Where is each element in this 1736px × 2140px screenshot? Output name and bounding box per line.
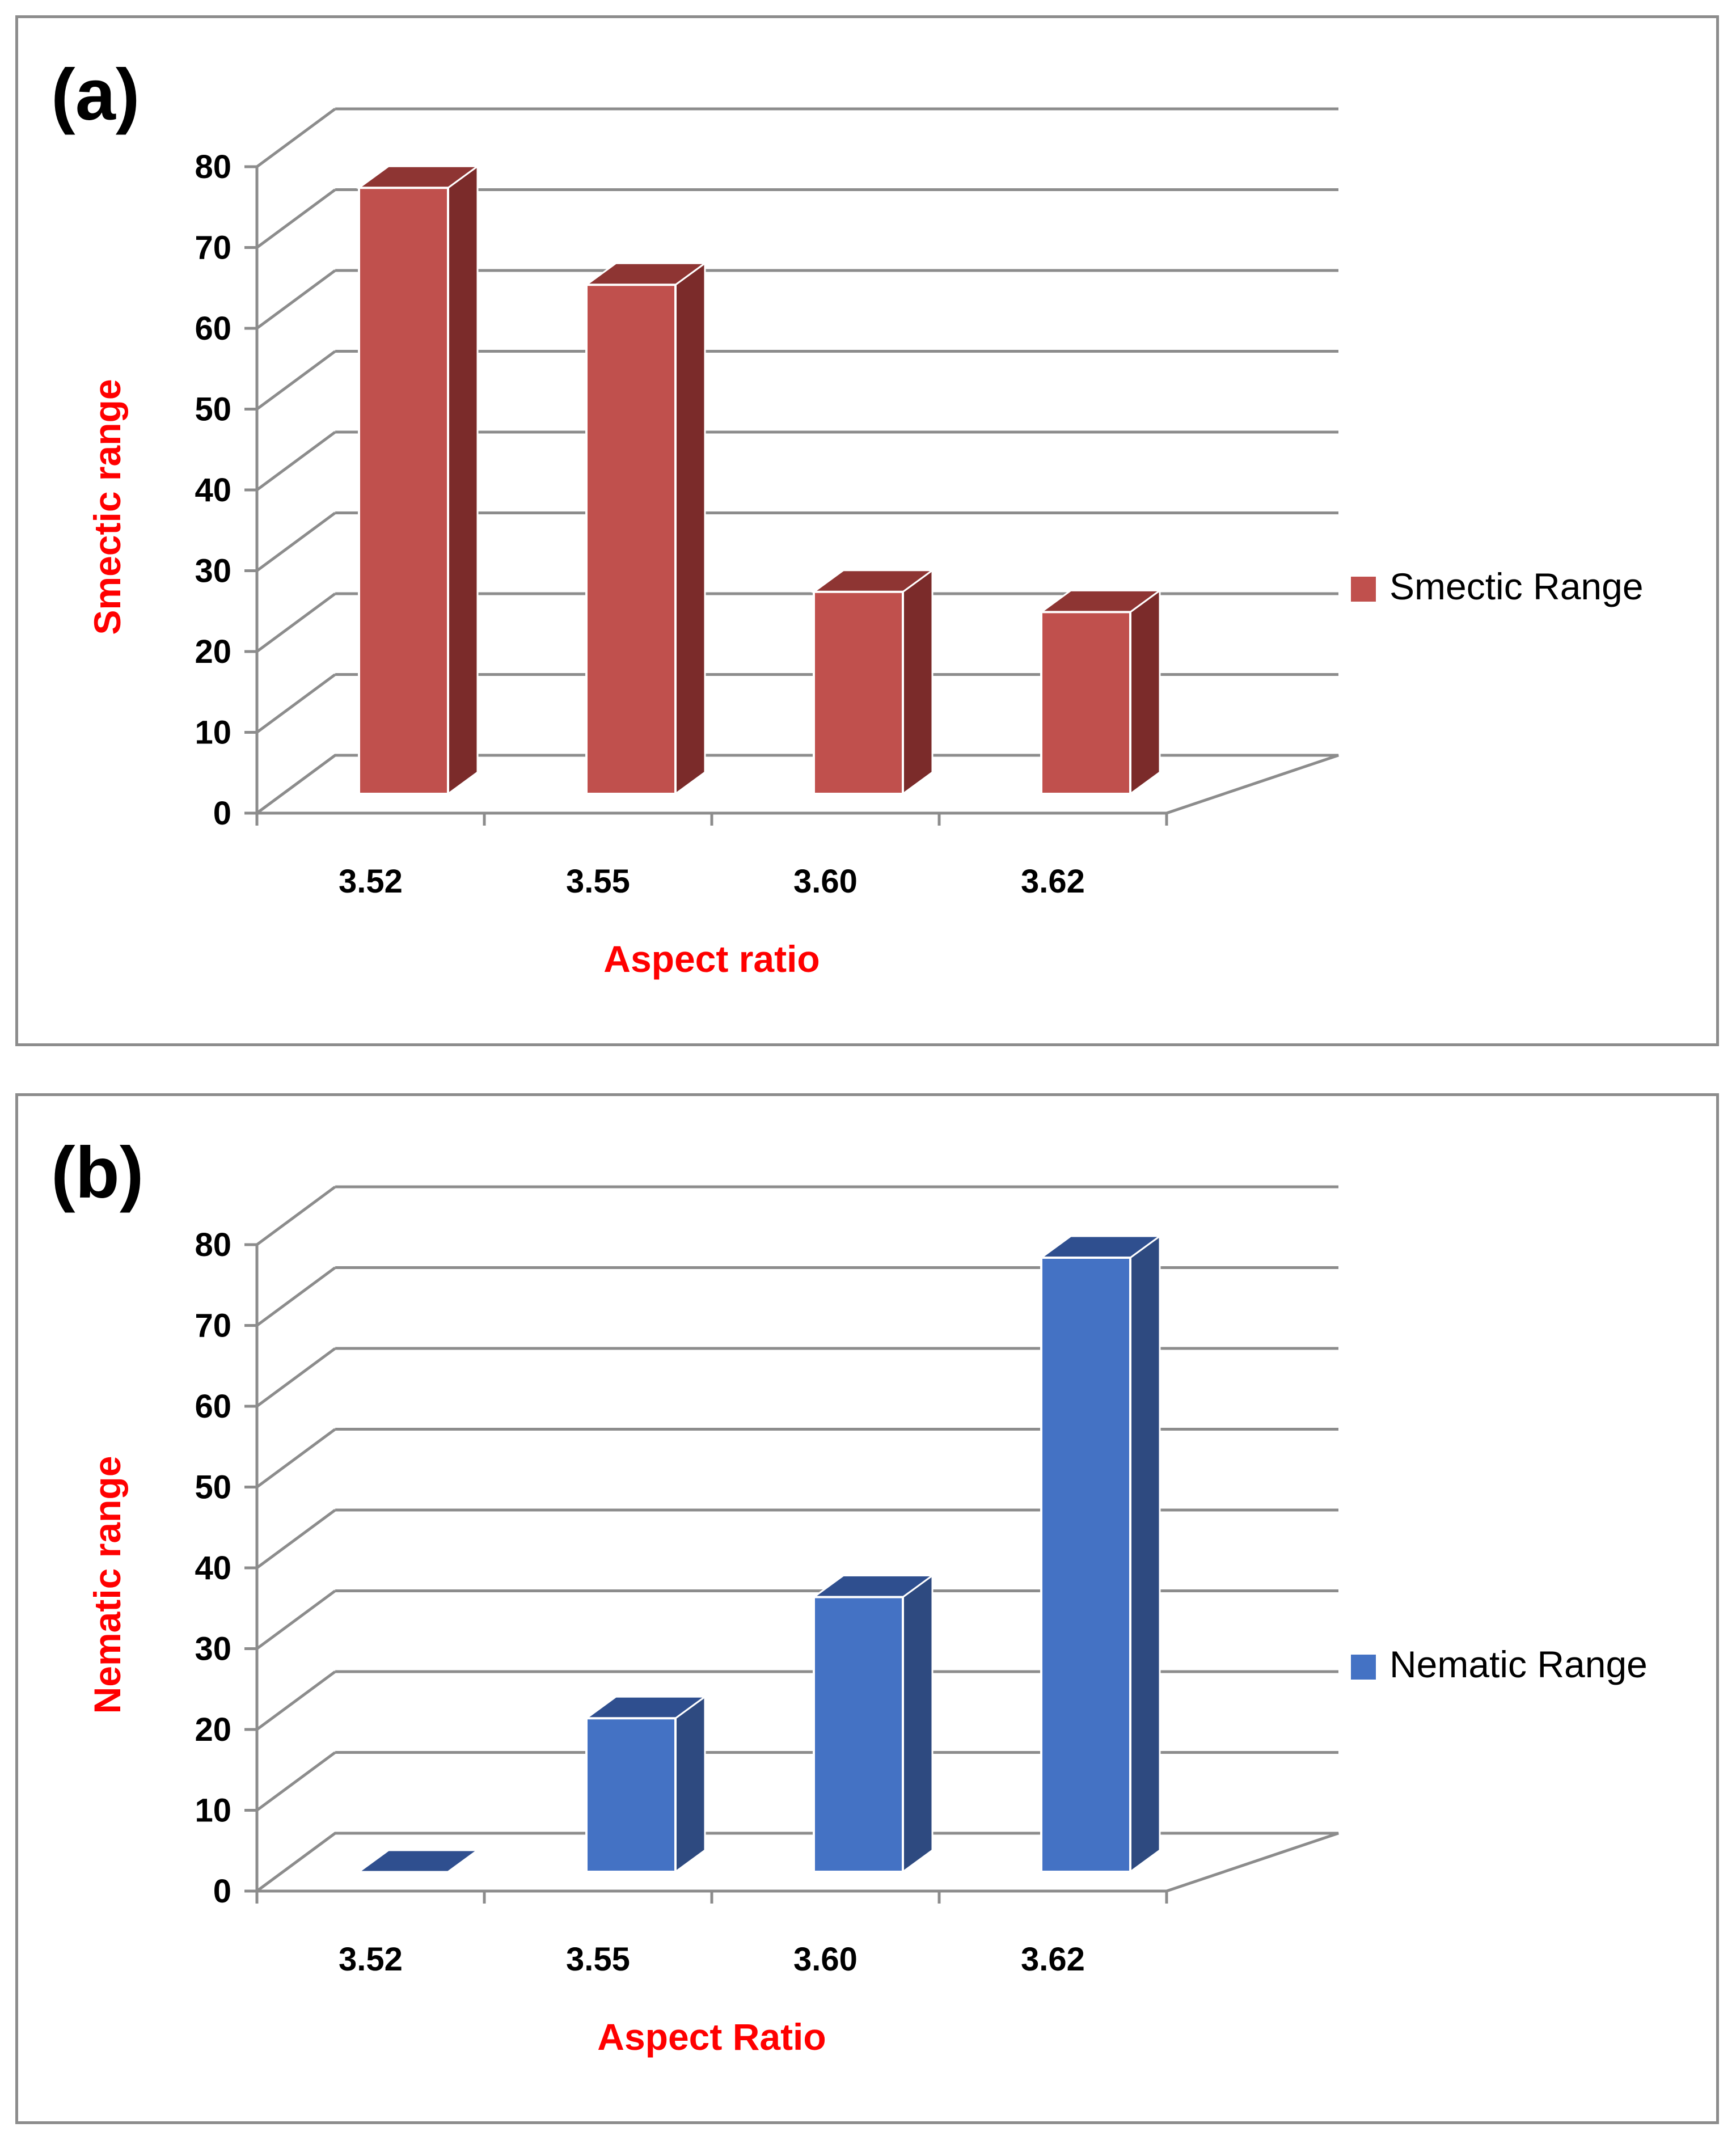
gridline-diagonal (256, 350, 336, 411)
bar-side (447, 164, 479, 796)
bar (358, 187, 449, 795)
chart-panel-b: (b) 0 10 20 30 40 50 60 70 80 3.52 3.55 3.60 3.62 Asp… (15, 1093, 1719, 2124)
legend-swatch (1351, 1655, 1376, 1680)
bar-side (902, 568, 934, 796)
y-tick-label: 80 (195, 149, 231, 185)
bar-top (356, 1849, 480, 1873)
y-tick-label: 10 (195, 714, 231, 751)
x-tick-label: 3.55 (566, 1941, 630, 1978)
gridline-diagonal (256, 1508, 336, 1570)
bar-side (1129, 1234, 1161, 1873)
gridline-diagonal (256, 511, 336, 572)
y-axis-title: Smectic range (86, 379, 128, 635)
y-tick-label: 50 (195, 391, 231, 428)
legend-swatch (1351, 577, 1376, 602)
gridline-diagonal (256, 1347, 336, 1408)
x-tick-label: 3.55 (566, 863, 630, 900)
y-tick-label: 40 (195, 1550, 231, 1587)
panel-label: (b) (51, 1132, 144, 1213)
bar-side (1129, 589, 1161, 796)
gridline-diagonal (256, 430, 336, 492)
x-tick-label: 3.62 (1021, 863, 1085, 900)
y-tick-label: 20 (195, 1711, 231, 1748)
gridline-diagonal (256, 269, 336, 330)
y-tick-label: 50 (195, 1469, 231, 1506)
gridline-diagonal (256, 1589, 336, 1650)
x-axis-title: Aspect Ratio (597, 2016, 826, 2058)
x-tick-label: 3.52 (339, 1941, 403, 1978)
bar (813, 1596, 904, 1873)
gridline-diagonal (256, 107, 336, 168)
bar (1040, 611, 1131, 795)
legend-label: Smectic Range (1389, 565, 1644, 607)
x-tick-label: 3.52 (339, 863, 403, 900)
gridline-diagonal (256, 673, 336, 734)
chart-b-svg: 0 10 20 30 40 50 60 70 80 3.52 3.55 3.60 3.62 Aspect … (86, 1185, 1648, 2058)
bar (1040, 1257, 1131, 1873)
y-axis-title: Nematic range (86, 1456, 128, 1714)
bar-side (674, 261, 706, 796)
bar (813, 590, 904, 795)
y-tick-label: 80 (195, 1227, 231, 1263)
x-tick-label: 3.60 (793, 863, 858, 900)
y-tick-label: 60 (195, 310, 231, 347)
chart-a-svg: 0 10 20 30 40 50 60 70 80 3.52 3.55 3.60 3.62 Aspect … (86, 107, 1644, 980)
y-tick-label: 30 (195, 1631, 231, 1668)
gridline-diagonal (256, 1428, 336, 1488)
bar (585, 284, 677, 795)
x-tick-label: 3.60 (793, 1941, 858, 1978)
y-tick-label: 60 (195, 1388, 231, 1425)
y-tick-label: 20 (195, 633, 231, 670)
y-tick-label: 0 (213, 1873, 231, 1910)
gridline-diagonal (256, 188, 336, 249)
bar-side (902, 1574, 934, 1873)
gridline-diagonal (256, 1185, 336, 1246)
x-tick-label: 3.62 (1021, 1941, 1085, 1978)
y-tick-label: 30 (195, 553, 231, 590)
chart-panel-a: (a) 0 10 20 30 40 50 60 70 80 3.52 3.55 3.60 3.62 Asp… (15, 15, 1719, 1046)
gridline-diagonal (256, 592, 336, 653)
gridline-diagonal (256, 1751, 336, 1812)
gridline-diagonal (256, 1266, 336, 1327)
bar (585, 1717, 677, 1873)
panel-label: (a) (51, 54, 140, 136)
y-tick-label: 10 (195, 1792, 231, 1829)
bar-side (674, 1695, 706, 1873)
y-tick-label: 40 (195, 472, 231, 509)
x-axis-title: Aspect ratio (603, 938, 820, 980)
y-tick-label: 0 (213, 795, 231, 832)
y-tick-label: 70 (195, 230, 231, 267)
legend-label: Nematic Range (1389, 1643, 1648, 1685)
y-tick-label: 70 (195, 1308, 231, 1344)
gridline-diagonal (256, 1670, 336, 1731)
